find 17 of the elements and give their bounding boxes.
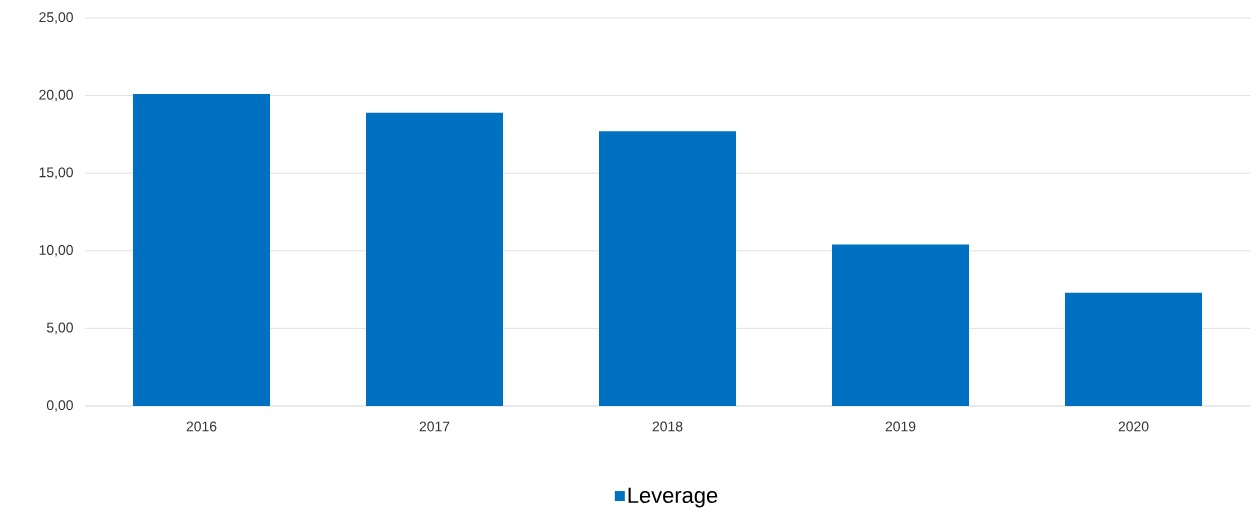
bar: [1065, 292, 1202, 406]
y-tick-label: 20,00: [39, 89, 73, 102]
y-tick-label: 5,00: [46, 322, 73, 335]
x-tick-label: 2017: [419, 421, 450, 432]
y-tick-label: 0,00: [46, 400, 73, 412]
y-tick-label: 15,00: [39, 167, 73, 179]
x-tick-label: 2020: [1118, 421, 1149, 432]
bar: [832, 244, 970, 406]
bar: [599, 131, 737, 406]
x-tick-label: 2016: [186, 421, 217, 432]
x-tick-label: 2018: [652, 421, 683, 432]
y-tick-label: 10,00: [39, 245, 73, 257]
x-tick-label: 2019: [885, 421, 916, 432]
bar: [366, 112, 504, 406]
y-tick-label: 25,00: [39, 12, 73, 24]
legend-label: Leverage: [628, 487, 718, 508]
bar: [133, 94, 271, 406]
